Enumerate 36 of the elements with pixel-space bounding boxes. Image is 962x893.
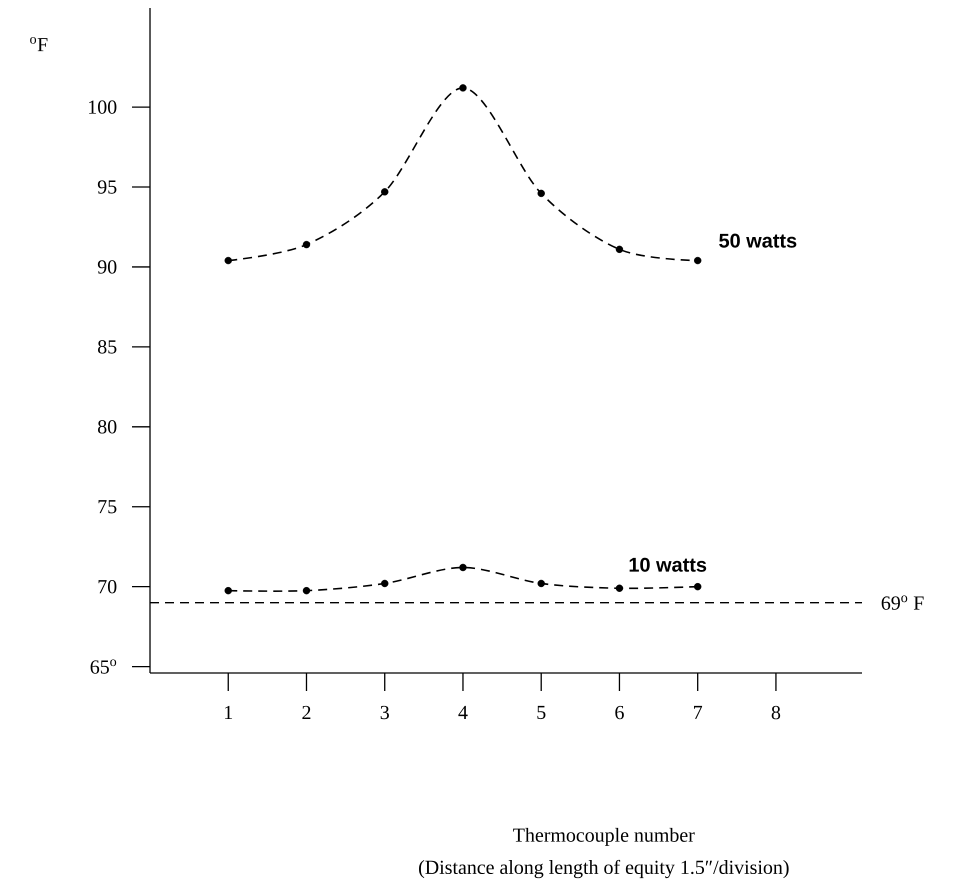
x-tick-label: 7 (694, 706, 702, 719)
point (459, 564, 467, 572)
x-tick-label: 4 (458, 706, 468, 719)
y-tick-label: 90 (98, 260, 116, 274)
point (224, 256, 232, 264)
y-tick-label: 70 (98, 580, 116, 594)
point (302, 240, 310, 248)
text: (Distance along length of equity 1.5″/division) (419, 860, 789, 878)
y-tick-label: 75 (98, 500, 116, 514)
y-axis-title: $^{o}$F (30, 37, 48, 52)
x-tick-label: 3 (380, 706, 389, 720)
point (538, 580, 545, 588)
point (381, 188, 388, 196)
point (224, 586, 232, 594)
point (381, 580, 388, 588)
x-tick-label: 8 (772, 706, 780, 720)
point (302, 586, 310, 594)
series-label: 50 watts (719, 234, 796, 248)
point (538, 190, 545, 198)
x-tick-label: 6 (615, 706, 624, 720)
x-tick-label: 1 (225, 706, 232, 719)
x-tick-label: 5 (537, 706, 546, 720)
point (616, 246, 624, 254)
y-tick-label: 100 (89, 100, 116, 114)
point (694, 582, 702, 590)
y-tick-label: 65$^{o}$ (90, 659, 116, 674)
point (694, 256, 702, 264)
point (616, 584, 624, 592)
series-label: 10 watts (630, 558, 706, 572)
point (459, 84, 467, 92)
x-tick-label: 2 (302, 706, 310, 720)
y-tick-label: 85 (98, 340, 116, 354)
text: Thermocouple number (513, 828, 695, 846)
ref-line-label: 69$^{o}$ F (882, 596, 924, 610)
y-tick-label: 95 (98, 180, 116, 194)
y-tick-label: 80 (98, 420, 116, 434)
